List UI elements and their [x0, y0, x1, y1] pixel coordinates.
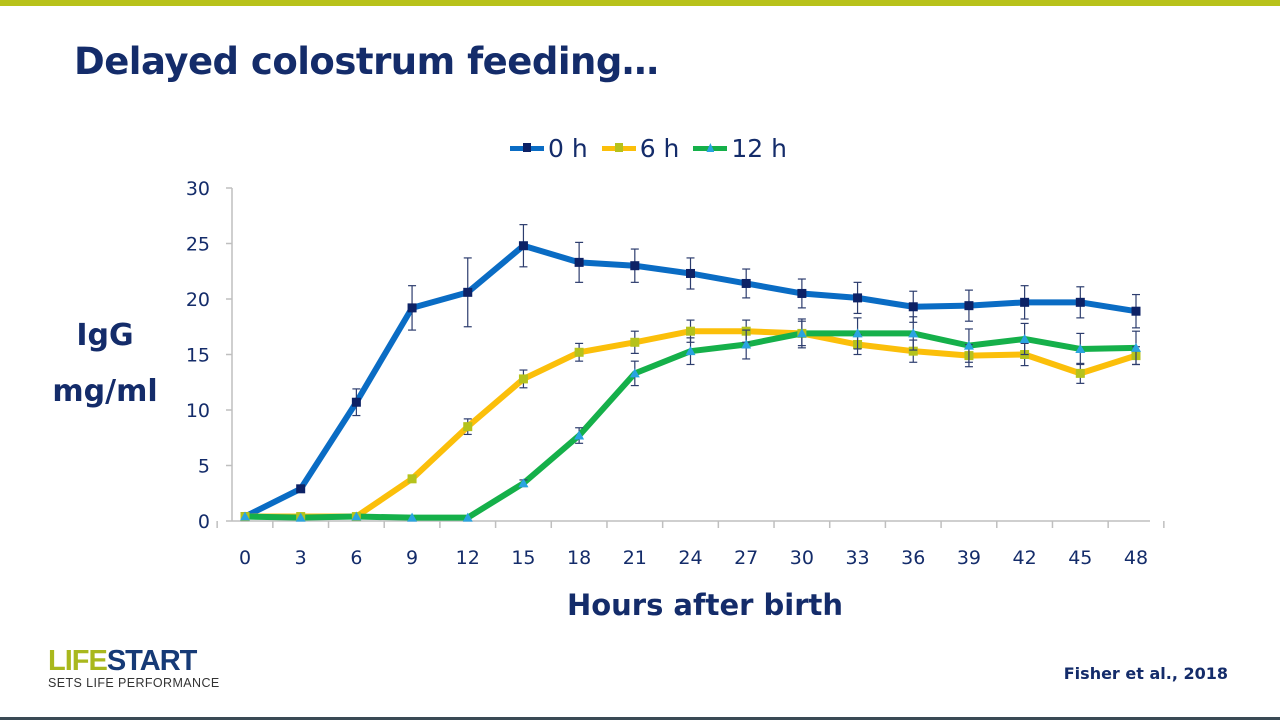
y-tick-label: 10: [186, 400, 210, 422]
data-point: [518, 374, 528, 384]
lifestart-logo: LIFESTART SETS LIFE PERFORMANCE: [48, 646, 220, 690]
x-tick-label: 45: [1068, 547, 1092, 569]
y-tick-label: 5: [198, 456, 210, 478]
logo-part2: START: [106, 645, 198, 677]
y-tick-label: 0: [198, 511, 210, 533]
y-tick-label: 30: [186, 178, 210, 200]
data-point: [1019, 333, 1030, 343]
x-axis-label: Hours after birth: [566, 588, 844, 622]
data-point: [407, 303, 417, 313]
data-point: [629, 368, 640, 378]
y-axis-label-line2: mg/ml: [52, 374, 158, 409]
data-point: [240, 511, 250, 521]
logo-tagline: SETS LIFE PERFORMANCE: [48, 676, 220, 690]
x-tick-label: 3: [295, 547, 307, 569]
data-point: [574, 347, 584, 357]
x-tick-label: 33: [845, 547, 869, 569]
data-point: [908, 328, 919, 338]
data-point: [963, 340, 974, 350]
x-tick-label: 24: [678, 547, 702, 569]
x-tick-label: 9: [406, 547, 418, 569]
x-tick-label: 36: [901, 547, 925, 569]
data-point: [407, 512, 418, 522]
legend-swatch: [601, 143, 636, 152]
data-point: [908, 302, 918, 312]
x-tick-label: 18: [567, 547, 591, 569]
slide-title: Delayed colostrum feeding…: [74, 40, 659, 83]
legend-swatch: [693, 143, 728, 152]
data-point: [797, 288, 807, 298]
x-tick-label: 30: [790, 547, 814, 569]
x-tick-label: 27: [734, 547, 758, 569]
accent-bar: [0, 0, 1280, 6]
data-point: [574, 257, 584, 267]
data-point: [1131, 306, 1141, 316]
data-point: [630, 261, 640, 271]
data-point: [1075, 297, 1085, 307]
data-point: [462, 512, 473, 522]
x-tick-label: 12: [456, 547, 480, 569]
legend-item: 6 h: [601, 134, 680, 163]
legend-label: 6 h: [639, 134, 680, 163]
legend-item: 12 h: [693, 134, 787, 163]
data-point: [964, 301, 974, 311]
data-point: [407, 474, 417, 484]
data-point: [351, 397, 361, 407]
data-point: [685, 346, 696, 356]
data-point: [741, 278, 751, 288]
data-point: [463, 287, 473, 297]
x-tick-label: 0: [239, 547, 251, 569]
citation: Fisher et al., 2018: [1063, 664, 1228, 683]
chart-legend: 0 h 6 h 12 h: [510, 134, 787, 163]
y-tick-label: 15: [186, 345, 210, 367]
data-point: [295, 512, 306, 522]
data-point: [574, 430, 585, 440]
legend-label: 0 h: [548, 134, 588, 163]
legend-item: 0 h: [510, 134, 588, 163]
data-point: [1075, 368, 1085, 378]
legend-swatch: [510, 143, 544, 152]
data-point: [1075, 343, 1086, 353]
logo-part1: LIFE: [48, 645, 108, 677]
data-point: [630, 337, 640, 347]
data-point: [351, 511, 362, 521]
data-point: [796, 328, 807, 338]
data-point: [741, 339, 752, 349]
data-point: [853, 293, 863, 303]
data-point: [463, 422, 473, 432]
data-point: [908, 346, 918, 356]
y-tick-label: 20: [186, 289, 210, 311]
y-axis-label-line1: IgG: [76, 318, 134, 353]
x-tick-label: 21: [623, 547, 647, 569]
legend-label: 12 h: [731, 134, 788, 163]
bottom-bar: [0, 717, 1280, 720]
x-tick-label: 15: [511, 547, 535, 569]
data-point: [686, 326, 695, 336]
data-point: [1131, 342, 1141, 352]
x-tick-label: 39: [957, 547, 981, 569]
data-point: [518, 241, 528, 251]
data-point: [518, 478, 529, 488]
y-axis-label: IgG mg/ml: [40, 308, 170, 420]
data-point: [296, 484, 306, 494]
data-point: [686, 268, 695, 278]
x-tick-label: 48: [1124, 547, 1148, 569]
y-tick-label: 25: [186, 234, 210, 256]
x-tick-label: 42: [1013, 547, 1037, 569]
data-point: [852, 328, 863, 338]
x-tick-label: 6: [350, 547, 362, 569]
data-point: [1020, 297, 1030, 307]
